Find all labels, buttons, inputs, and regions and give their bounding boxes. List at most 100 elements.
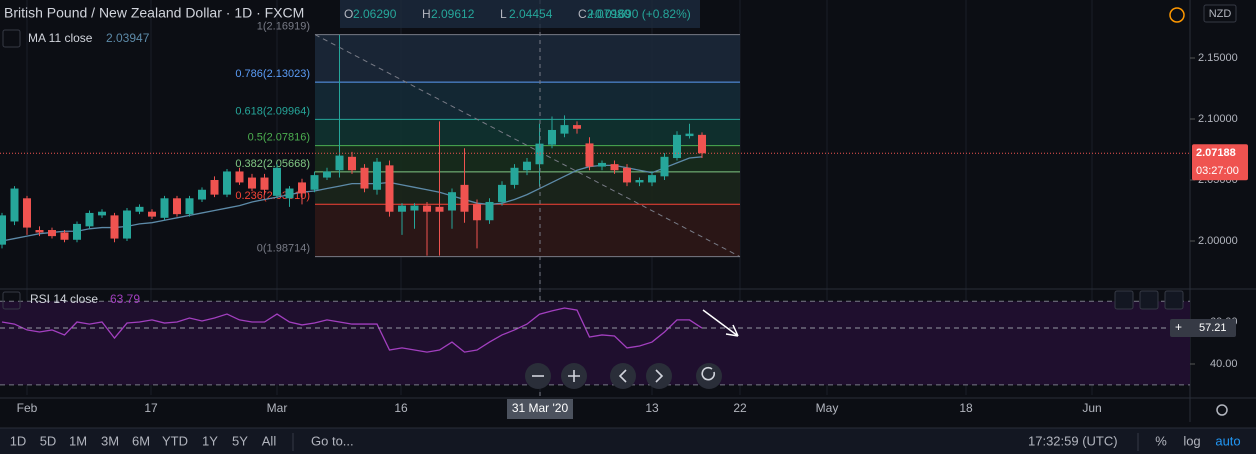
candle-body	[260, 177, 269, 190]
candle-body	[60, 232, 69, 240]
range-button[interactable]: 5D	[40, 433, 57, 448]
candle-body	[285, 188, 294, 199]
rsi-current-box	[1170, 319, 1236, 338]
rsi-current-label: 57.21	[1199, 322, 1227, 334]
symbol-title: British Pound / New Zealand Dollar · 1D …	[4, 5, 304, 21]
candle-body	[273, 167, 281, 196]
candle-body	[198, 189, 206, 200]
candle-body	[473, 204, 481, 221]
trend-line	[314, 34, 741, 258]
range-button[interactable]: 1Y	[202, 433, 218, 448]
ohlc-value: 2.07980	[587, 7, 631, 21]
candle-body	[423, 205, 431, 212]
nav-icon	[568, 370, 580, 382]
candle-body	[360, 167, 369, 189]
time-label: 13	[645, 401, 659, 415]
rsi-band-fill	[0, 301, 1190, 385]
ohlc-value: 2.04454	[509, 7, 553, 21]
fib-level-label: 0.5(2.07816)	[248, 132, 310, 144]
time-label: Feb	[17, 401, 38, 415]
candle-body	[485, 201, 494, 221]
candle-body	[135, 206, 144, 212]
candle-body	[310, 175, 319, 190]
candle-body	[173, 198, 181, 215]
candle-body	[23, 198, 31, 228]
candle-body	[623, 167, 631, 183]
fib-zone	[315, 204, 740, 257]
ma-legend-label: MA 11 close	[28, 31, 93, 45]
candle-body	[548, 129, 556, 145]
time-label: Jun	[1082, 401, 1101, 415]
rsi-legend-value: 63.79	[110, 292, 140, 306]
last-price-label: 2.07188	[1196, 147, 1236, 159]
nav-button[interactable]	[610, 363, 636, 389]
candle-body	[498, 184, 506, 202]
candle-body	[560, 125, 569, 134]
ohlc-key: H	[422, 7, 431, 21]
candle-body	[248, 177, 256, 189]
nav-icon	[655, 369, 664, 383]
nav-button[interactable]	[696, 363, 722, 389]
toolbar	[0, 428, 1256, 454]
rsi-tick-label: 40.00	[1210, 358, 1238, 370]
range-button[interactable]: 1D	[10, 433, 27, 448]
pane-button[interactable]	[1164, 290, 1184, 310]
goto-button[interactable]: Go to...	[311, 433, 354, 448]
clock: 17:32:59 (UTC)	[1028, 433, 1118, 448]
arrow-annotation	[702, 309, 739, 337]
candle-body	[123, 210, 131, 239]
candle-body	[685, 133, 694, 137]
candle-body	[435, 206, 444, 212]
candle-body	[573, 125, 581, 129]
rsi-add-button: +	[1175, 320, 1182, 334]
fib-zone	[315, 82, 740, 120]
range-button[interactable]: 5Y	[232, 433, 248, 448]
candle-body	[48, 230, 56, 237]
candle-body	[673, 134, 681, 159]
nav-icon	[701, 366, 716, 381]
currency-box	[1203, 4, 1237, 23]
candle-body	[85, 212, 94, 227]
scale-option[interactable]: %	[1155, 433, 1167, 448]
range-button[interactable]: 1M	[69, 433, 87, 448]
ma-toggle[interactable]	[2, 29, 21, 48]
range-button[interactable]: 3M	[101, 433, 119, 448]
candle-body	[585, 143, 594, 167]
ohlc-key: O	[344, 7, 353, 21]
time-label: May	[816, 401, 839, 415]
fib-zone	[315, 119, 740, 146]
range-button[interactable]: All	[262, 433, 277, 448]
price-tick-label: 2.00000	[1198, 235, 1238, 247]
candle-body	[223, 171, 231, 195]
alert-icon[interactable]	[1169, 7, 1185, 23]
ohlc-value: 2.06290	[353, 7, 397, 21]
time-label: 16	[394, 401, 408, 415]
candle-body	[448, 192, 456, 211]
scale-option[interactable]: auto	[1215, 433, 1240, 448]
settings-icon[interactable]	[1216, 404, 1228, 416]
candle-body	[373, 161, 381, 190]
candle-body	[160, 198, 169, 218]
candle-body	[335, 155, 344, 171]
candle-body	[598, 162, 606, 167]
pane-button[interactable]	[1114, 290, 1134, 310]
range-button[interactable]: YTD	[162, 433, 188, 448]
price-change: +0.01690 (+0.82%)	[588, 7, 691, 21]
candle-body	[635, 179, 644, 183]
candle-body	[698, 134, 706, 154]
candle-body	[398, 205, 406, 212]
fib-level-label: 0(1.98714)	[257, 243, 310, 255]
fib-level-label: 0.786(2.13023)	[235, 68, 310, 80]
rsi-toggle[interactable]	[2, 291, 21, 310]
candle-body	[323, 171, 331, 178]
fib-level-label: 1(2.16919)	[257, 20, 310, 32]
range-button[interactable]: 6M	[132, 433, 150, 448]
nav-button[interactable]	[646, 363, 672, 389]
scale-option[interactable]: log	[1183, 433, 1200, 448]
countdown-label: 03:27:00	[1196, 165, 1239, 177]
fib-level-label: 0.618(2.09964)	[235, 105, 310, 117]
pane-button[interactable]	[1139, 290, 1159, 310]
time-label: 22	[733, 401, 747, 415]
ohlc-key: C	[578, 7, 587, 21]
ma-legend-value: 2.03947	[106, 31, 150, 45]
